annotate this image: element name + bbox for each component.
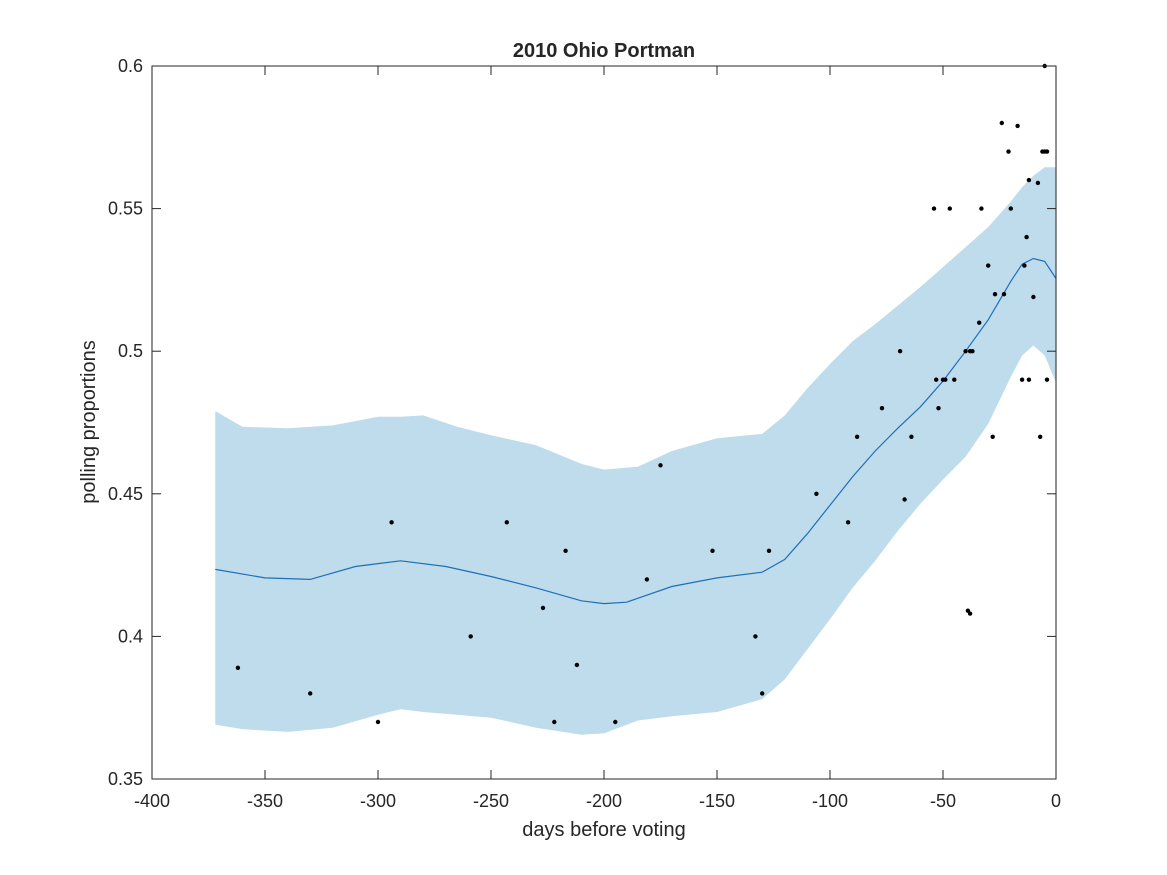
data-point [990,434,995,439]
y-tick-label: 0.45 [108,484,143,504]
data-point [574,662,580,668]
data-point [931,206,937,211]
data-point [963,349,968,354]
x-tick-label: -300 [360,791,396,811]
data-point [1001,292,1007,297]
y-axis-ticks: 0.35 0.4 0.45 0.5 0.55 0.6 [108,56,1056,789]
data-point [504,520,509,525]
y-tick-label: 0.5 [118,341,143,361]
y-tick-label: 0.6 [118,56,143,76]
data-point [375,719,381,725]
data-point [1024,234,1029,240]
x-tick-label: -200 [586,791,622,811]
data-point [1044,377,1050,382]
x-tick-label: -250 [473,791,509,811]
data-point [766,548,772,553]
data-point [540,605,546,611]
data-point [902,497,907,502]
fit-line [215,257,1057,605]
x-tick-label: 0 [1051,791,1061,811]
data-point [389,520,394,525]
data-point [845,520,851,525]
data-point [970,349,975,354]
data-point [644,577,650,582]
data-point [967,611,973,616]
data-point [909,434,914,439]
data-point [1019,377,1025,382]
data-point [552,719,557,725]
data-point [753,634,758,639]
data-point [952,377,957,382]
data-point [1026,377,1032,382]
x-tick-label: -150 [699,791,735,811]
data-points-layer [235,63,1050,725]
data-point [1006,149,1011,154]
data-point [936,406,941,411]
data-point [710,548,715,553]
data-point [854,434,860,439]
data-point [897,349,903,354]
confidence-band [215,167,1057,735]
data-point [1044,149,1050,154]
x-tick-label: -50 [930,791,956,811]
data-point [760,691,765,696]
chart-title: 2010 Ohio Portman [513,40,695,62]
data-point [992,292,998,297]
data-point [308,691,313,696]
data-point [814,491,819,496]
x-tick-label: -400 [134,791,170,811]
data-point [943,377,948,382]
data-point [468,634,473,639]
data-point [235,665,241,670]
data-point [1022,263,1027,268]
y-axis-label: polling proportions [78,340,100,503]
x-axis-ticks: -400 -350 -300 -250 -200 -150 -100 -50 0 [134,66,1061,811]
data-point [1008,206,1013,211]
data-point [658,463,663,468]
data-point [986,263,991,268]
x-axis-label: days before voting [522,819,685,841]
data-point [979,206,984,211]
data-point [1031,294,1036,300]
data-point [1015,123,1020,129]
data-point [879,406,885,411]
y-tick-label: 0.4 [118,626,143,646]
x-tick-label: -350 [247,791,283,811]
data-point [934,377,939,382]
data-point [1035,180,1041,186]
y-tick-label: 0.55 [108,199,143,219]
data-point [613,719,618,725]
fit-line-layer [215,257,1057,605]
data-point [1038,434,1043,439]
data-point [1026,177,1032,183]
confidence-band-layer [215,167,1057,735]
x-tick-label: -100 [812,791,848,811]
data-point [947,206,952,211]
data-point [563,548,568,553]
data-point [977,320,982,325]
y-tick-label: 0.35 [108,769,143,789]
data-point [999,120,1004,126]
